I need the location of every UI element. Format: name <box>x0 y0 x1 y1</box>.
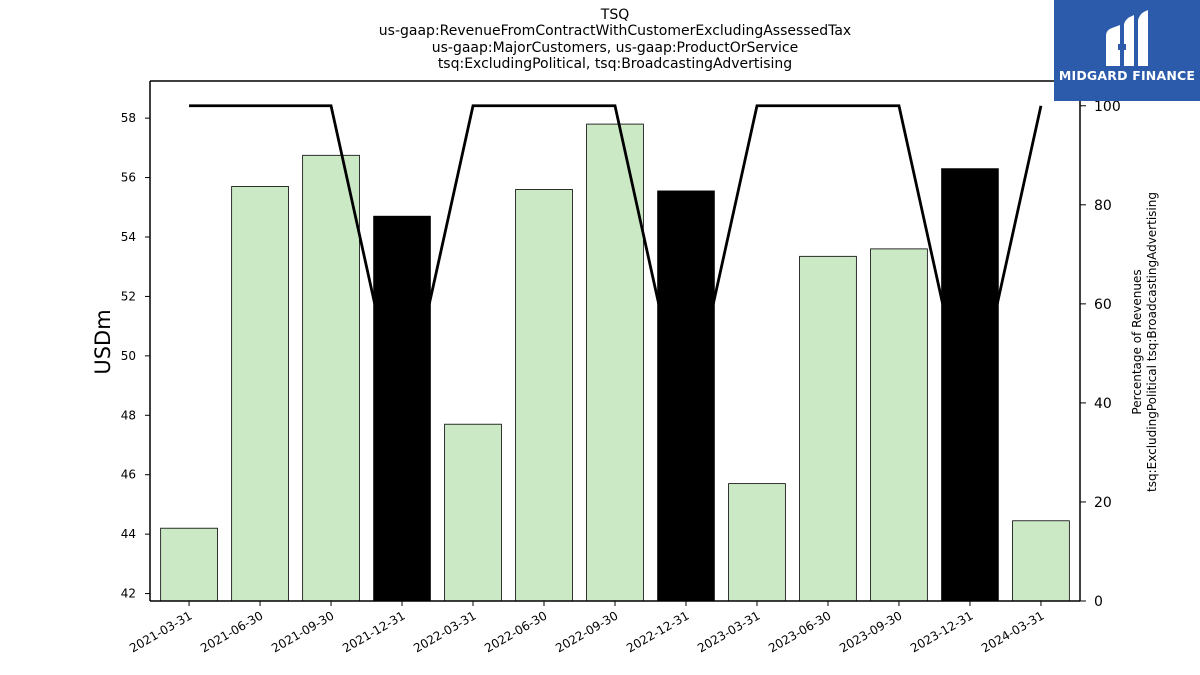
title-line-2: us-gaap:RevenueFromContractWithCustomerE… <box>378 23 852 39</box>
y-tick-label: 54 <box>121 230 136 244</box>
y-tick-label: 58 <box>121 111 136 125</box>
bar-2022-09-30 <box>586 123 644 602</box>
y2-tick-label: 80 <box>1094 198 1112 214</box>
bar-2023-12-31 <box>941 168 999 602</box>
midgard-m-logo-icon <box>1106 10 1148 66</box>
x-tick-label: 2023-09-30 <box>837 608 904 655</box>
right-y-axis-ticks: 0 20 40 60 80 100 <box>1080 99 1121 610</box>
bar-2023-06-30 <box>799 255 857 602</box>
y-tick-label: 44 <box>121 527 136 541</box>
bar-2021-12-31 <box>373 215 431 602</box>
x-tick-label: 2021-12-31 <box>340 608 407 655</box>
x-tick-label: 2024-03-31 <box>979 608 1046 655</box>
title-line-1: TSQ <box>600 7 630 23</box>
bar-2022-03-31 <box>444 423 502 602</box>
logo-text: MIDGARD FINANCE <box>1058 68 1196 83</box>
x-tick-label: 2022-06-30 <box>482 608 549 655</box>
y2-tick-label: 60 <box>1094 297 1112 313</box>
x-tick-label: 2023-12-31 <box>908 608 975 655</box>
bar-series <box>160 123 1070 602</box>
y-tick-label: 50 <box>121 349 136 363</box>
x-tick-label: 2022-09-30 <box>553 608 620 655</box>
y-axis-label: USDm <box>91 309 115 374</box>
bar-2021-06-30 <box>231 186 289 602</box>
x-tick-label: 2021-09-30 <box>269 608 336 655</box>
y-tick-label: 52 <box>121 289 136 303</box>
percentage-line <box>189 104 1043 428</box>
bar-2022-12-31 <box>657 190 715 602</box>
y-tick-label: 56 <box>121 171 136 185</box>
x-tick-label: 2023-06-30 <box>766 608 833 655</box>
secondary-y-axis-label-line-2: tsq:ExcludingPolitical tsq:BroadcastingA… <box>1145 192 1159 492</box>
bar-2021-09-30 <box>302 154 360 602</box>
bar-2024-03-31 <box>1012 520 1070 602</box>
left-y-axis-ticks: 42 44 46 48 50 52 54 56 58 <box>121 111 150 601</box>
title-line-3: us-gaap:MajorCustomers, us-gaap:ProductO… <box>431 40 799 56</box>
x-tick-label: 2021-06-30 <box>198 608 265 655</box>
bar-2023-03-31 <box>728 483 786 602</box>
bar-2021-03-31 <box>160 527 218 602</box>
y-tick-label: 48 <box>121 408 136 422</box>
percentage-line-series <box>189 104 1043 428</box>
x-tick-label: 2023-03-31 <box>695 608 762 655</box>
secondary-y-axis-label-line-1: Percentage of Revenues <box>1130 269 1144 414</box>
bar-2022-06-30 <box>515 189 573 602</box>
y2-tick-label: 100 <box>1094 99 1121 115</box>
y2-tick-label: 20 <box>1094 495 1112 511</box>
x-tick-label: 2021-03-31 <box>127 608 194 655</box>
bar-2023-09-30 <box>870 248 928 602</box>
y-tick-label: 42 <box>121 587 136 601</box>
x-axis-ticks: 2021-03-31 2021-06-30 2021-09-30 2021-12-31… <box>127 601 1046 655</box>
y-tick-label: 46 <box>121 468 136 482</box>
x-tick-label: 2022-12-31 <box>624 608 691 655</box>
y2-tick-label: 40 <box>1094 396 1112 412</box>
title-line-4: tsq:ExcludingPolitical, tsq:Broadcasting… <box>437 56 793 72</box>
midgard-finance-logo: MIDGARD FINANCE <box>1054 0 1200 101</box>
y2-tick-label: 0 <box>1094 594 1103 610</box>
x-tick-label: 2022-03-31 <box>411 608 478 655</box>
